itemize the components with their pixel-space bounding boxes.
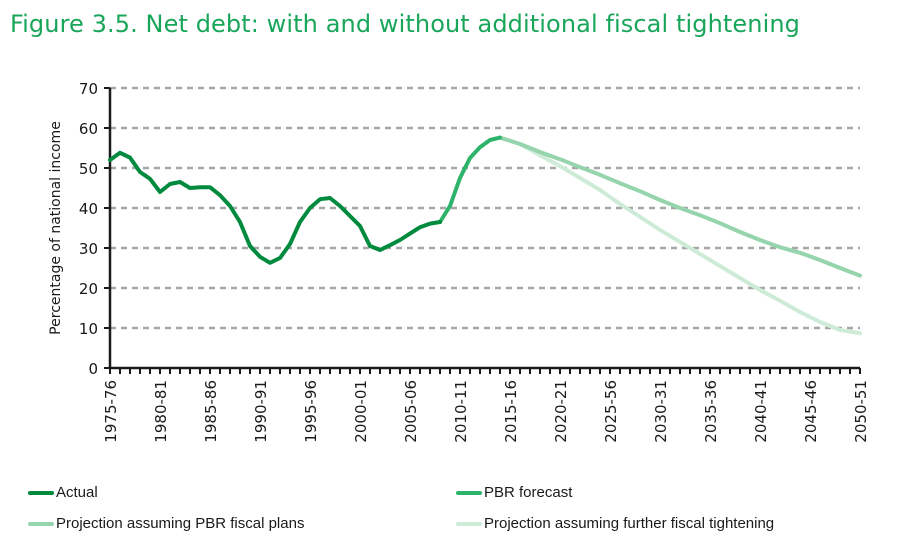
legend-item-pbr-plans: Projection assuming PBR fiscal plans <box>28 515 304 532</box>
y-tick-label: 50 <box>79 160 98 178</box>
pbr-forecast-line <box>438 135 502 224</box>
axes <box>108 88 860 370</box>
legend-label: PBR forecast <box>484 484 573 501</box>
x-tick-label: 1975-76 <box>102 380 120 443</box>
legend-item-further-tightening: Projection assuming further fiscal tight… <box>456 515 774 532</box>
legend-label: Actual <box>56 484 98 501</box>
chart-title: Figure 3.5. Net debt: with and without a… <box>10 10 800 38</box>
legend-item-actual: Actual <box>28 484 98 501</box>
x-tick-label: 2045-46 <box>802 380 820 443</box>
x-tick-label: 2015-16 <box>502 380 520 443</box>
x-axis-ticks: 1975-76 1980-81 1985-86 1990-91 1995-96 2000-… <box>102 368 870 443</box>
series-lines <box>108 135 862 336</box>
y-axis-label: Percentage of national income <box>48 121 64 335</box>
legend-label: Projection assuming further fiscal tight… <box>484 515 775 532</box>
x-tick-label: 1980-81 <box>152 380 170 443</box>
legend-swatch-actual <box>28 491 54 496</box>
x-tick-label: 2010-11 <box>452 380 470 443</box>
x-tick-label: 2035-36 <box>702 380 720 443</box>
x-tick-label: 2050-51 <box>852 380 870 443</box>
gridlines <box>110 86 860 330</box>
y-tick-label: 30 <box>79 240 98 258</box>
x-tick-label: 2040-41 <box>752 380 770 443</box>
x-tick-label: 2000-01 <box>352 380 370 443</box>
legend-swatch-pbr-plans <box>28 522 54 527</box>
y-tick-label: 70 <box>79 80 98 98</box>
y-axis-ticks: 0 10 20 30 40 50 60 70 <box>79 80 110 378</box>
actual-line <box>108 150 442 265</box>
x-tick-label: 1995-96 <box>302 380 320 443</box>
legend-swatch-further-tightening <box>456 522 482 527</box>
x-tick-label: 2030-31 <box>652 380 670 443</box>
y-tick-label: 40 <box>79 200 98 218</box>
legend-label: Projection assuming PBR fiscal plans <box>56 515 305 532</box>
y-tick-label: 0 <box>88 360 98 378</box>
legend-item-pbr-forecast: PBR forecast <box>456 484 572 501</box>
x-tick-label: 2025-56 <box>602 380 620 443</box>
x-tick-label: 2005-06 <box>402 380 420 443</box>
x-tick-label: 2020-21 <box>552 380 570 443</box>
y-tick-label: 10 <box>79 320 98 338</box>
y-tick-label: 60 <box>79 120 98 138</box>
y-tick-label: 20 <box>79 280 98 298</box>
pbr-plans-projection-line <box>498 135 862 278</box>
further-tightening-projection-line <box>498 135 862 336</box>
legend-swatch-pbr-forecast <box>456 491 482 496</box>
x-tick-label: 1985-86 <box>202 380 220 443</box>
x-tick-label: 1990-91 <box>252 380 270 443</box>
